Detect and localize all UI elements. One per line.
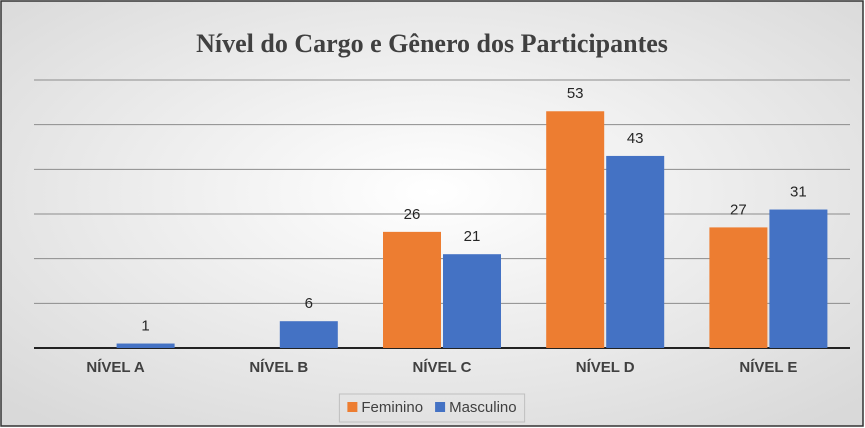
bar [709,227,768,348]
bar [443,254,501,348]
legend-label: Masculino [449,399,517,416]
bar [279,321,338,348]
x-tick-label: NÍVEL B [249,359,308,376]
bar [546,111,605,349]
chart-title: Nível do Cargo e Gênero dos Participante… [196,29,668,58]
bar [383,231,441,348]
data-label: 26 [404,206,421,223]
legend-box [338,393,526,423]
x-tick-label: NÍVEL A [86,359,145,376]
data-label: 6 [305,295,313,312]
x-tick-label: NÍVEL D [576,359,635,376]
legend-label: Feminino [361,399,423,416]
legend-swatch [347,402,358,412]
bar [116,343,175,348]
bar [606,155,665,348]
data-label: 53 [567,85,584,102]
legend-swatch [435,402,446,412]
data-label: 27 [730,201,747,218]
x-tick-label: NÍVEL C [413,359,472,376]
x-tick-label: NÍVEL E [739,359,797,376]
data-label: 31 [790,184,807,201]
data-label: 21 [464,228,481,245]
data-label: 43 [627,130,644,147]
legend: Feminino Masculino [338,393,526,423]
data-label: 1 [141,318,149,335]
bar [769,209,828,348]
